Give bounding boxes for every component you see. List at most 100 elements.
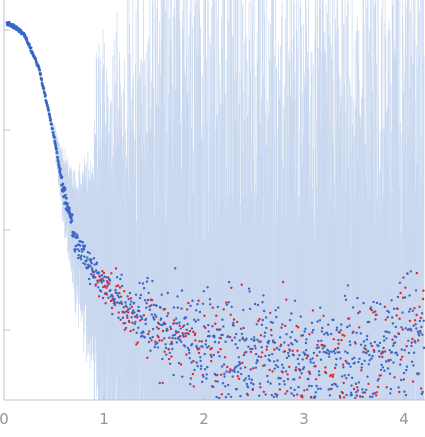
data-point: [241, 336, 245, 339]
data-point: [204, 343, 207, 346]
data-point: [385, 330, 389, 334]
data-point: [174, 267, 177, 270]
data-point: [346, 351, 349, 355]
data-point: [377, 350, 381, 353]
data-point-negative: [383, 305, 386, 308]
data-point: [385, 337, 388, 340]
data-point-negative: [259, 334, 263, 337]
data-point: [373, 350, 376, 353]
data-point: [106, 284, 110, 287]
ticks-layer: [3, 29, 405, 400]
data-point: [127, 298, 130, 301]
data-point: [165, 353, 168, 356]
data-point: [87, 263, 90, 266]
data-point: [64, 193, 67, 197]
data-point: [345, 377, 348, 380]
data-point: [100, 274, 104, 277]
data-point: [54, 143, 57, 146]
data-point-negative: [292, 354, 295, 357]
data-point: [250, 381, 253, 385]
data-point: [75, 244, 79, 247]
data-point: [160, 293, 163, 296]
data-point-negative: [332, 373, 335, 376]
data-point-negative: [301, 396, 304, 399]
data-point-negative: [376, 385, 380, 389]
data-point-negative: [126, 295, 129, 298]
data-point: [379, 302, 382, 306]
data-point-negative: [411, 380, 415, 383]
data-point: [225, 370, 228, 373]
data-point: [335, 328, 338, 332]
data-point-negative: [173, 319, 176, 322]
data-point: [346, 284, 350, 287]
data-point-negative: [285, 298, 288, 301]
data-point: [330, 332, 333, 336]
data-point: [116, 294, 120, 297]
data-point: [279, 336, 282, 339]
data-point: [277, 376, 281, 379]
data-point: [119, 295, 123, 298]
data-point: [225, 303, 229, 306]
data-point: [191, 299, 194, 302]
data-point: [279, 377, 282, 380]
data-point: [216, 305, 220, 309]
data-point-negative: [185, 308, 189, 311]
data-point: [155, 326, 159, 329]
data-point-negative: [230, 286, 233, 289]
data-point: [254, 352, 258, 356]
data-point: [153, 345, 156, 349]
data-point-negative: [118, 291, 121, 295]
data-point-negative: [274, 392, 277, 396]
x-tick-label: 3: [299, 410, 309, 428]
data-point: [361, 388, 364, 391]
data-point: [293, 388, 296, 392]
data-point: [234, 343, 237, 346]
data-point: [209, 303, 212, 306]
data-point: [195, 361, 198, 364]
data-point: [272, 395, 275, 399]
data-point: [199, 359, 202, 363]
data-point-negative: [342, 381, 345, 385]
data-point-negative: [283, 350, 287, 353]
data-point: [318, 350, 321, 354]
data-point: [396, 353, 399, 357]
data-point: [156, 341, 159, 345]
data-point-negative: [130, 305, 134, 309]
data-point: [246, 386, 250, 389]
data-point-negative: [310, 396, 313, 399]
data-point: [134, 320, 137, 323]
data-point-negative: [399, 358, 403, 361]
data-point: [414, 289, 418, 292]
data-point: [220, 365, 224, 368]
data-point: [300, 372, 303, 375]
data-point-negative: [329, 374, 333, 377]
data-point: [318, 373, 321, 377]
data-point: [414, 341, 417, 344]
data-point-negative: [308, 333, 311, 336]
data-point: [416, 330, 420, 333]
data-point: [320, 330, 324, 333]
data-point-negative: [108, 282, 111, 285]
data-point: [133, 311, 136, 314]
data-point: [407, 339, 410, 342]
data-point: [348, 324, 351, 327]
data-point-negative: [297, 326, 300, 329]
data-point: [207, 330, 210, 333]
data-point: [248, 290, 251, 293]
data-point: [392, 361, 395, 364]
data-point: [233, 370, 236, 373]
data-point: [322, 350, 325, 354]
data-point-negative: [422, 289, 425, 292]
data-point: [257, 355, 260, 358]
data-point: [95, 269, 98, 272]
data-point: [145, 280, 149, 283]
data-point: [394, 335, 398, 339]
data-point: [420, 325, 423, 329]
data-point: [175, 322, 179, 325]
data-point: [239, 327, 243, 330]
data-point: [120, 302, 124, 306]
data-point: [369, 306, 373, 309]
data-point: [288, 349, 291, 352]
data-point: [193, 368, 196, 372]
data-point: [44, 94, 47, 97]
